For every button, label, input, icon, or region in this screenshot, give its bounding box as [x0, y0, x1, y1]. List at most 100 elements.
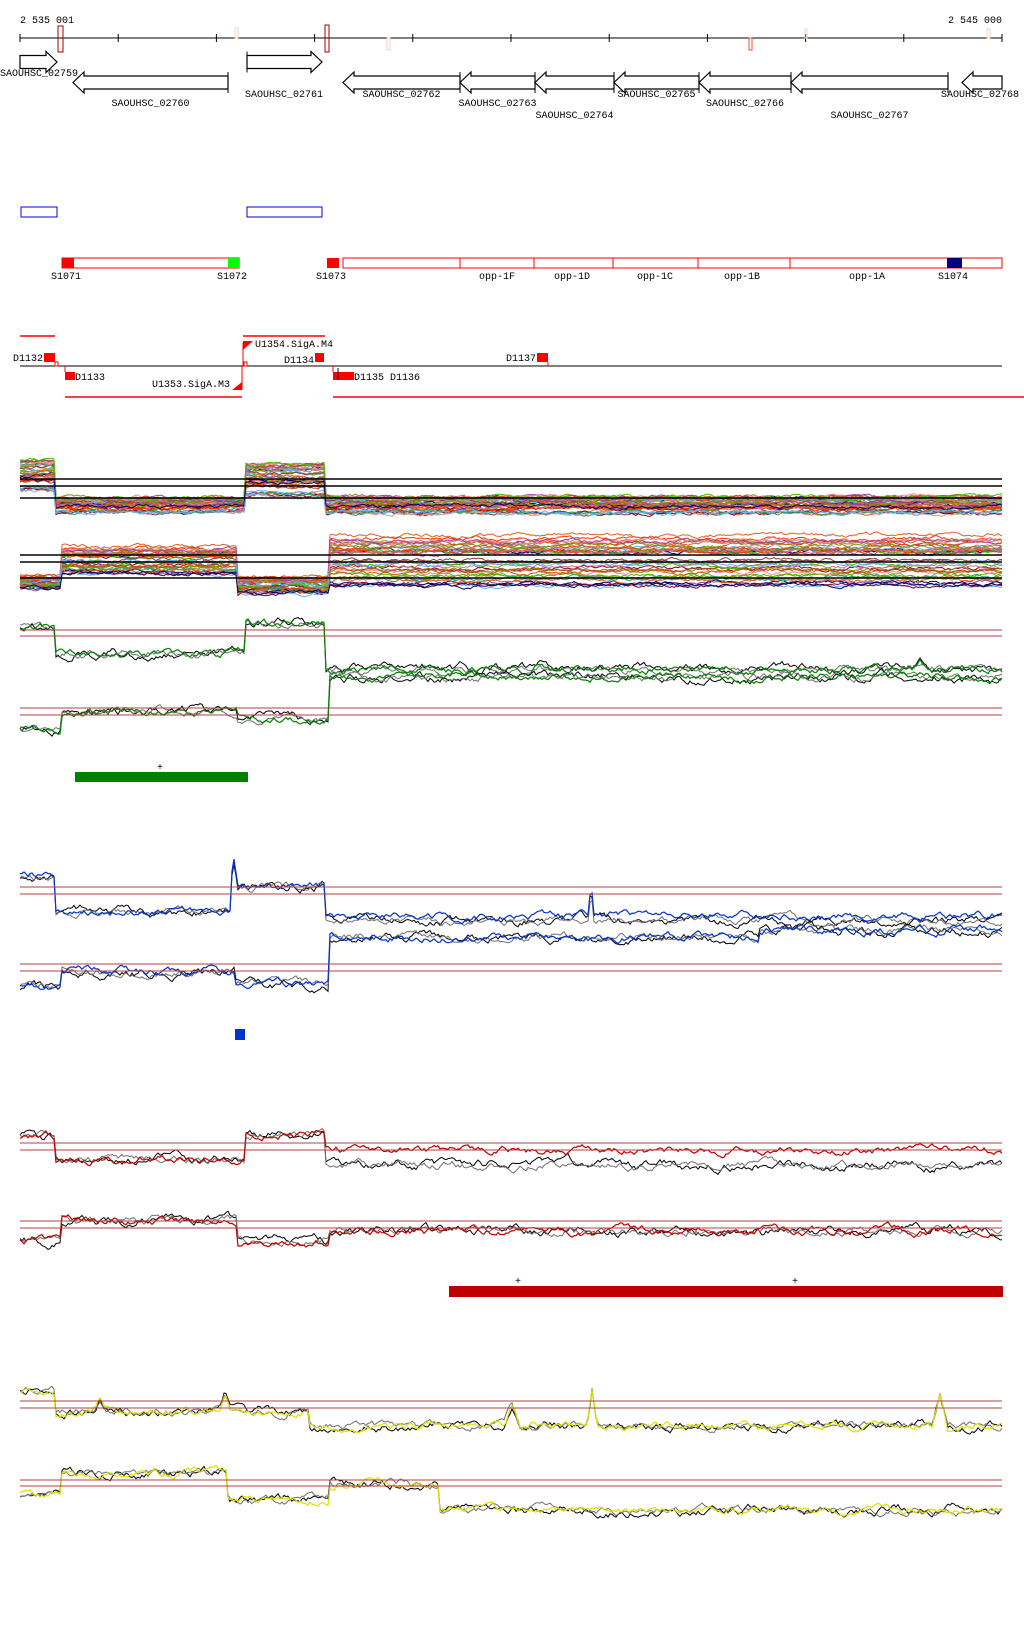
- gene-arrow[interactable]: [72, 70, 229, 95]
- segment-label: S1074: [938, 272, 968, 283]
- segment-label: opp-1B: [724, 272, 760, 283]
- axis-hit-mark: [57, 25, 64, 53]
- feature-marker[interactable]: [344, 372, 354, 380]
- profile-line-colored: [19, 1387, 1003, 1434]
- axis-hit-mark: [804, 28, 808, 39]
- profile-line-black: [19, 1129, 1003, 1176]
- feature-D1137[interactable]: D1137: [506, 353, 548, 365]
- gene-label: SAOUHSC_02762: [362, 90, 440, 101]
- axis-start-label: 2 535 001: [20, 16, 74, 27]
- gene-arrow[interactable]: [698, 70, 792, 95]
- gene-arrow[interactable]: [534, 70, 615, 95]
- strand-profile: [19, 1464, 1003, 1519]
- axis-hit-mark: [386, 37, 391, 51]
- feature-D1133[interactable]: D1133: [65, 372, 105, 384]
- red-bar-marker: +: [792, 1277, 798, 1288]
- gene-arrow[interactable]: [790, 70, 949, 95]
- segment-marker-S1073[interactable]: [327, 258, 339, 268]
- gene-arrow[interactable]: [459, 70, 536, 95]
- profile-line-black: [19, 1388, 1003, 1435]
- gene-label: SAOUHSC_02766: [706, 99, 784, 110]
- gene-arrow[interactable]: [246, 50, 323, 74]
- feature-label: D1135: [354, 373, 384, 384]
- feature-marker[interactable]: [333, 372, 345, 380]
- feature-marker[interactable]: [65, 372, 75, 380]
- feature-label: D1132: [13, 354, 43, 365]
- segment-label: opp-1C: [637, 272, 673, 283]
- gene-SAOUHSC_02768[interactable]: SAOUHSC_02768: [941, 70, 1019, 101]
- segment-marker-S1071[interactable]: [62, 258, 74, 268]
- feature-D1132[interactable]: D1132: [13, 353, 55, 365]
- feature-D1136[interactable]: D1136: [344, 372, 420, 384]
- sample-profile-line: [19, 531, 1003, 581]
- gene-SAOUHSC_02761[interactable]: SAOUHSC_02761: [245, 50, 323, 102]
- gene-SAOUHSC_02763[interactable]: SAOUHSC_02763: [458, 70, 537, 110]
- feature-marker[interactable]: [537, 353, 548, 362]
- profile-line-black: [19, 617, 1003, 676]
- strand-profile: [19, 920, 1003, 994]
- gene-arrow[interactable]: [19, 50, 58, 74]
- feature-label: D1137: [506, 354, 536, 365]
- sample-profile-line: [19, 470, 1003, 509]
- feature-label: D1136: [390, 373, 420, 384]
- profile-line-black: [19, 1465, 1003, 1519]
- segment-label: S1071: [51, 272, 81, 283]
- gene-label: SAOUHSC_02765: [617, 90, 695, 101]
- feature-U1353.SigA.M3[interactable]: U1353.SigA.M3: [152, 379, 242, 391]
- gene-label: SAOUHSC_02763: [458, 99, 536, 110]
- coordinate-axis: 2 535 001 2 545 000: [19, 16, 1003, 53]
- promoter-marker[interactable]: [232, 382, 242, 390]
- gene-SAOUHSC_02759[interactable]: SAOUHSC_02759: [0, 50, 78, 81]
- sample-profile-line: [19, 477, 1003, 513]
- feature-marker[interactable]: [315, 353, 324, 362]
- strand-profile: [19, 1210, 1003, 1250]
- feature-U1354.SigA.M4[interactable]: U1354.SigA.M4: [243, 339, 333, 351]
- blue-region-marker[interactable]: [235, 1029, 245, 1040]
- segment-marker-S1072[interactable]: [228, 258, 239, 268]
- green-region-bar: [75, 772, 248, 782]
- segment-label: opp-1F: [479, 272, 515, 283]
- segment-marker-S1074[interactable]: [947, 258, 962, 268]
- gene-label: SAOUHSC_02767: [830, 111, 908, 122]
- axis-hit-mark: [324, 24, 330, 53]
- gene-arrow[interactable]: [342, 70, 461, 95]
- sample-profile-line: [19, 461, 1003, 503]
- strand-profile: [19, 859, 1003, 930]
- strand-profile: [19, 1127, 1003, 1176]
- profile-line-gray: [19, 619, 1003, 677]
- gene-SAOUHSC_02762[interactable]: SAOUHSC_02762: [342, 70, 461, 101]
- feature-tick: [54, 361, 59, 367]
- red-region-bar: [449, 1286, 1003, 1297]
- gene-track: SAOUHSC_02759 SAOUHSC_02760 SAOUHSC_02761 S…: [0, 50, 1019, 122]
- profile-line-colored: [19, 1214, 1003, 1248]
- gene-label: SAOUHSC_02759: [0, 69, 78, 80]
- profile-line-gray: [19, 670, 1003, 732]
- feature-D1134[interactable]: D1134: [284, 353, 324, 367]
- gene-SAOUHSC_02766[interactable]: SAOUHSC_02766: [698, 70, 792, 110]
- gene-SAOUHSC_02767[interactable]: SAOUHSC_02767: [790, 70, 949, 122]
- gene-SAOUHSC_02760[interactable]: SAOUHSC_02760: [72, 70, 229, 110]
- strand-profile: [19, 617, 1003, 677]
- profile-line-black: [19, 920, 1003, 994]
- sample-profile-line: [19, 475, 1003, 511]
- sample-profile-line: [19, 564, 1003, 592]
- feature-marker[interactable]: [44, 353, 55, 362]
- feature-D1135[interactable]: D1135: [333, 372, 384, 384]
- sample-profile-line: [19, 541, 1003, 584]
- sample-profile-line: [19, 570, 1003, 596]
- gene-SAOUHSC_02765[interactable]: SAOUHSC_02765: [613, 70, 700, 101]
- sample-profile-line: [19, 566, 1003, 594]
- profile-line-colored: [19, 923, 1003, 991]
- gene-arrow[interactable]: [613, 70, 700, 95]
- gene-SAOUHSC_02764[interactable]: SAOUHSC_02764: [534, 70, 615, 122]
- segment-track: S1071 S1072 S1073 opp-1F opp-1D opp-1C opp-1B o…: [51, 257, 1003, 283]
- profile-line-colored: [19, 670, 1003, 735]
- profile-line-gray: [19, 923, 1003, 989]
- segment-label: opp-1D: [554, 272, 590, 283]
- profile-line-gray: [19, 1385, 1003, 1434]
- gene-arrow[interactable]: [961, 70, 1003, 95]
- axis-hit-mark: [986, 28, 991, 39]
- gene-label: SAOUHSC_02760: [111, 99, 189, 110]
- sample-profile-line: [19, 476, 1003, 511]
- promoter-marker[interactable]: [243, 341, 253, 350]
